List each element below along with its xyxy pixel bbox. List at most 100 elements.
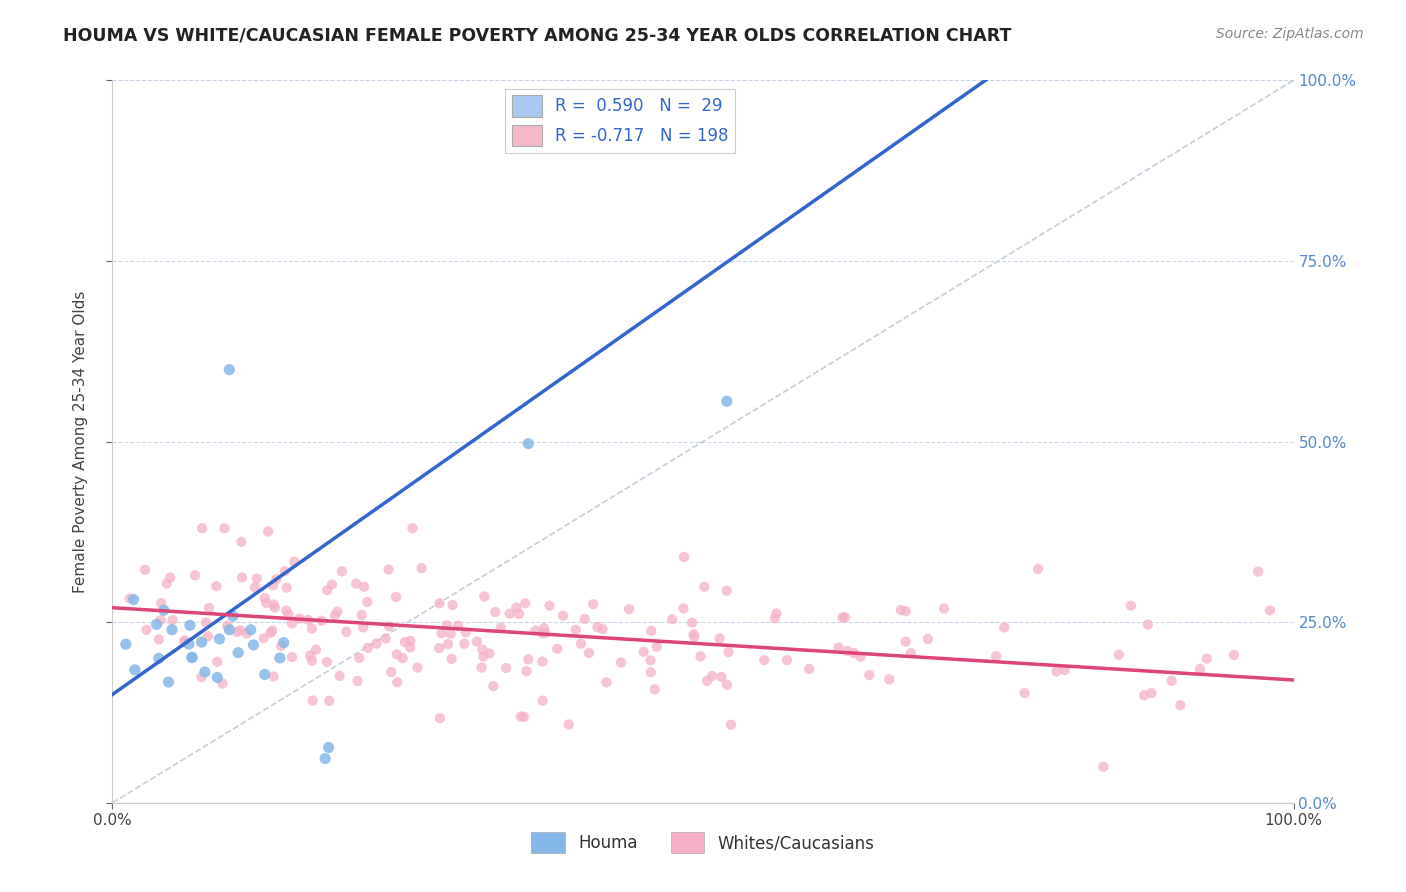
Point xyxy=(254,596,277,610)
Point xyxy=(263,669,285,683)
Point xyxy=(399,633,422,648)
Point xyxy=(246,572,269,586)
Point xyxy=(263,600,285,615)
Point xyxy=(858,668,880,682)
Point xyxy=(1026,562,1049,576)
Point xyxy=(478,647,501,661)
Point xyxy=(534,626,557,640)
Point xyxy=(235,626,257,640)
Point xyxy=(716,678,738,692)
Point xyxy=(135,623,157,637)
Point xyxy=(349,651,371,665)
Point xyxy=(148,632,170,647)
Point xyxy=(190,635,212,649)
Point xyxy=(1160,673,1182,688)
Point xyxy=(1119,599,1142,613)
Point xyxy=(194,665,217,679)
Point xyxy=(357,640,380,655)
Point xyxy=(134,563,156,577)
Point xyxy=(430,626,453,640)
Point xyxy=(517,652,540,666)
Point xyxy=(399,640,422,655)
Point xyxy=(346,673,368,688)
Point xyxy=(260,625,283,640)
Point xyxy=(366,637,388,651)
Point xyxy=(700,669,723,683)
Point xyxy=(281,650,304,665)
Point xyxy=(440,652,463,666)
Point xyxy=(586,620,609,634)
Point xyxy=(683,630,706,644)
Point xyxy=(115,637,138,651)
Point xyxy=(471,660,494,674)
Point xyxy=(546,641,568,656)
Point xyxy=(1247,565,1270,579)
Point xyxy=(633,645,655,659)
Point xyxy=(173,633,195,648)
Point xyxy=(330,565,353,579)
Point xyxy=(190,670,212,684)
Point xyxy=(305,642,328,657)
Point xyxy=(301,693,323,707)
Point xyxy=(574,612,596,626)
Point xyxy=(288,611,311,625)
Point xyxy=(1092,760,1115,774)
Point xyxy=(710,670,733,684)
Point xyxy=(1168,698,1191,713)
Point xyxy=(205,579,228,593)
Point xyxy=(894,604,917,618)
Point xyxy=(454,625,477,640)
Point xyxy=(842,646,865,660)
Point xyxy=(297,613,319,627)
Point xyxy=(553,608,575,623)
Point xyxy=(524,624,547,638)
Point xyxy=(301,622,323,636)
Point xyxy=(274,564,297,578)
Point xyxy=(173,635,195,649)
Point xyxy=(894,634,917,648)
Point xyxy=(222,609,245,624)
Point xyxy=(849,649,872,664)
Point xyxy=(253,667,276,681)
Point xyxy=(217,619,239,633)
Point xyxy=(231,534,253,549)
Point xyxy=(498,607,520,621)
Point xyxy=(531,694,554,708)
Point xyxy=(720,717,742,731)
Legend: Houma, Whites/Caucasians: Houma, Whites/Caucasians xyxy=(524,826,882,860)
Point xyxy=(558,717,581,731)
Point xyxy=(489,621,512,635)
Point xyxy=(447,618,470,632)
Point xyxy=(696,673,718,688)
Point xyxy=(380,665,402,679)
Point xyxy=(315,655,337,669)
Point xyxy=(378,619,401,633)
Point xyxy=(323,608,346,623)
Point xyxy=(243,580,266,594)
Point xyxy=(1108,648,1130,662)
Point xyxy=(482,679,505,693)
Point xyxy=(716,394,738,409)
Point xyxy=(834,610,856,624)
Point xyxy=(564,623,586,637)
Point xyxy=(197,629,219,643)
Point xyxy=(538,599,561,613)
Point xyxy=(693,580,716,594)
Point xyxy=(118,591,141,606)
Point xyxy=(394,635,416,649)
Point xyxy=(301,654,323,668)
Point xyxy=(122,592,145,607)
Point xyxy=(226,646,249,660)
Point xyxy=(932,601,955,615)
Point xyxy=(681,615,703,630)
Point xyxy=(207,655,229,669)
Point xyxy=(156,576,179,591)
Point xyxy=(1195,651,1218,665)
Point xyxy=(879,673,901,687)
Point xyxy=(531,626,554,640)
Point xyxy=(335,624,357,639)
Point xyxy=(277,607,299,622)
Point xyxy=(1046,665,1069,679)
Point xyxy=(153,603,176,617)
Point xyxy=(273,635,295,649)
